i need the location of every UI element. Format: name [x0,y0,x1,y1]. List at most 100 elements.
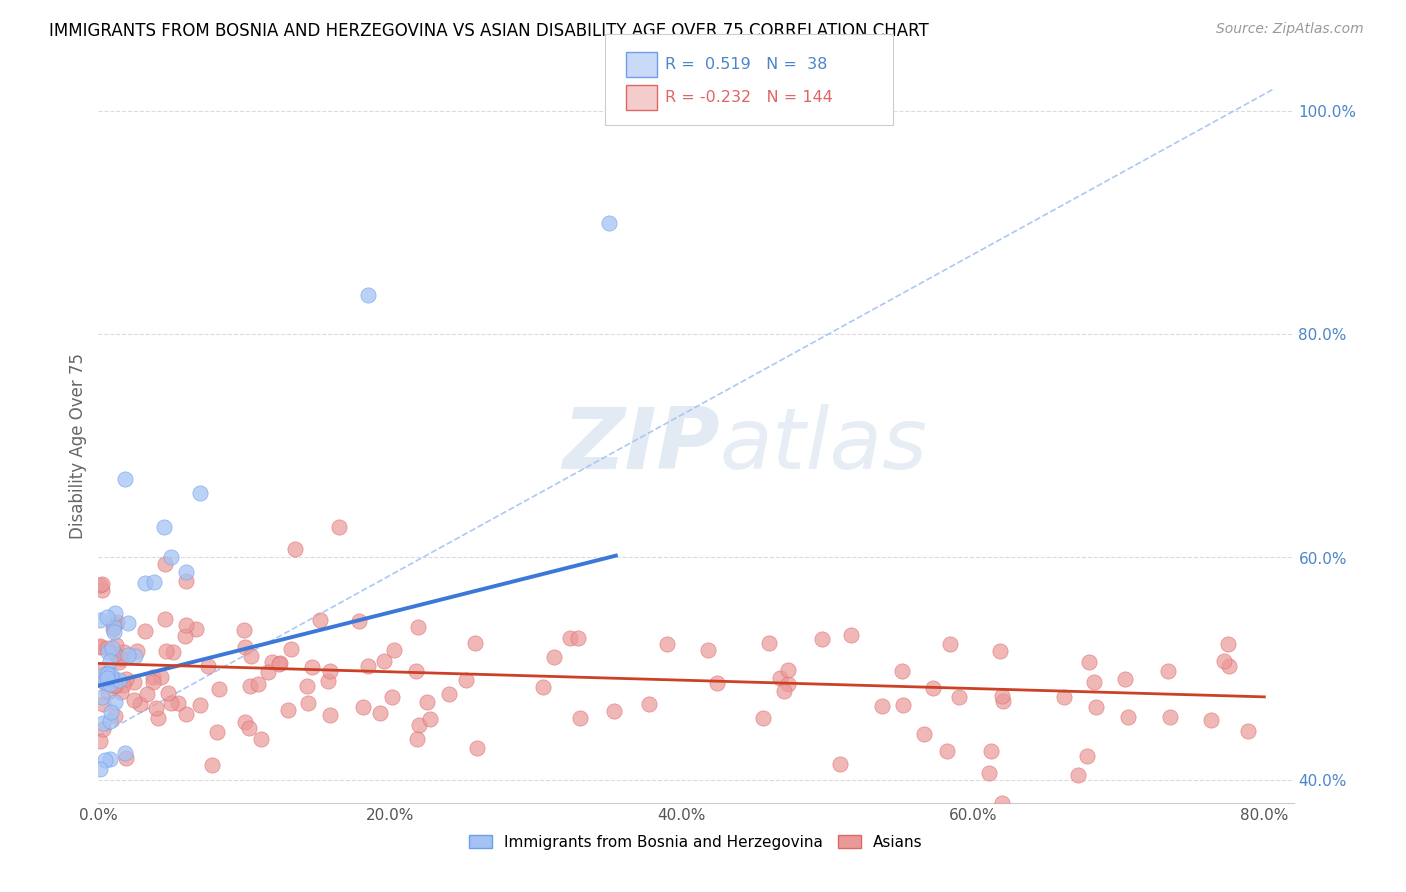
Point [153,612,176,626]
Point [104,647,127,661]
Point [233,623,256,637]
Point [1159,710,1181,724]
Point [921,681,943,695]
Point [160,696,183,710]
Point [104,638,127,652]
Point [101,622,124,636]
Point [352,700,374,714]
Point [188,698,211,713]
Point [980,744,1002,758]
Point [96,666,118,681]
Point [560,631,582,645]
Point [96,609,118,624]
Point [174,618,197,632]
Point [142,670,165,684]
Point [991,689,1014,703]
Point [142,575,165,590]
Point [104,709,127,723]
Point [97,645,120,659]
Point [98,752,121,766]
Point [776,663,799,677]
Point [96,641,118,656]
Point [160,549,183,564]
Point [91,576,114,591]
Point [406,731,429,746]
Point [89,578,111,592]
Point [91,690,114,705]
Point [184,622,207,636]
Point [280,642,302,657]
Point [357,288,380,302]
Point [148,711,170,725]
Point [190,486,212,500]
Point [197,659,219,673]
Point [277,703,299,717]
Point [98,654,121,668]
Point [991,796,1014,810]
Point [1078,655,1101,669]
Point [373,654,395,668]
Point [938,637,960,651]
Point [117,648,139,662]
Point [167,696,190,710]
Point [155,643,177,657]
Point [89,663,111,677]
Point [125,644,148,658]
Point [752,711,775,725]
Point [543,650,565,665]
Point [238,721,260,735]
Point [100,705,122,719]
Point [98,714,121,728]
Point [153,558,176,572]
Point [1084,699,1107,714]
Point [454,673,477,687]
Point [991,694,1014,708]
Point [233,714,256,729]
Point [124,648,146,663]
Point [97,668,120,682]
Legend: Immigrants from Bosnia and Herzegovina, Asians: Immigrants from Bosnia and Herzegovina, … [463,829,929,855]
Point [1076,748,1098,763]
Point [419,712,441,726]
Point [115,751,138,765]
Point [772,684,794,698]
Point [136,687,159,701]
Point [104,679,127,693]
Point [112,678,135,692]
Point [319,665,342,679]
Point [173,629,195,643]
Point [297,696,319,710]
Point [598,216,620,230]
Point [269,656,291,670]
Point [110,685,132,699]
Point [1218,658,1240,673]
Point [328,519,350,533]
Point [1114,672,1136,686]
Point [97,685,120,699]
Point [89,763,111,777]
Point [408,619,430,633]
Point [129,697,152,711]
Point [114,746,136,760]
Point [891,664,914,678]
Point [1053,690,1076,704]
Point [1216,637,1239,651]
Point [233,640,256,654]
Text: R = -0.232   N = 144: R = -0.232 N = 144 [665,90,832,104]
Point [205,724,228,739]
Point [89,639,111,653]
Point [758,636,780,650]
Point [93,675,115,690]
Point [256,665,278,679]
Point [122,693,145,707]
Point [318,708,340,723]
Point [381,690,404,704]
Point [567,632,589,646]
Point [284,542,307,557]
Point [316,674,339,689]
Point [603,705,626,719]
Point [839,628,862,642]
Point [103,672,125,686]
Point [104,618,127,632]
Point [988,644,1011,658]
